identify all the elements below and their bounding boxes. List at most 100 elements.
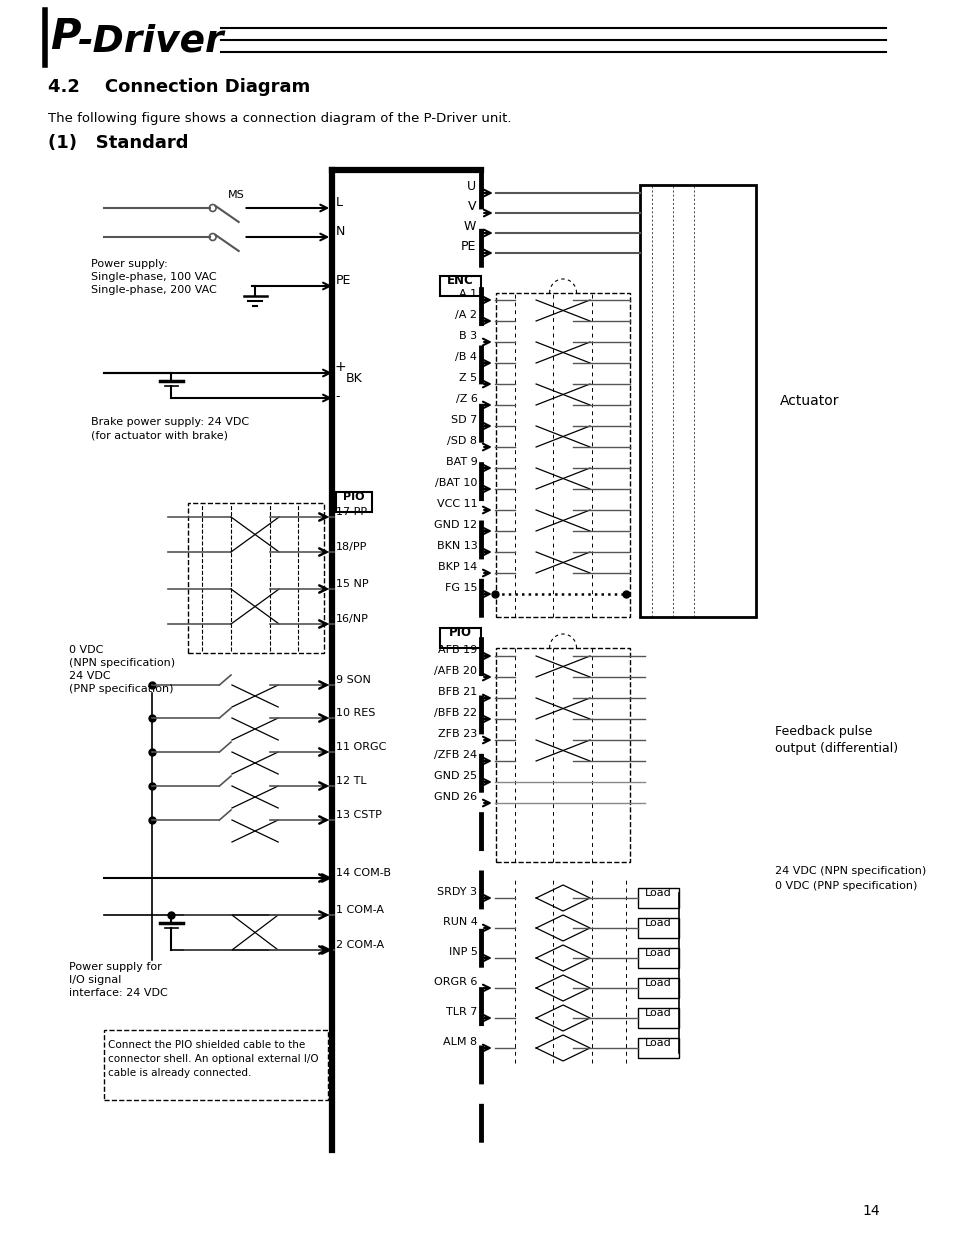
Text: 15 NP: 15 NP [335,579,368,589]
Text: /A 2: /A 2 [455,310,476,320]
Text: Load: Load [644,918,671,927]
Text: MS: MS [227,190,244,200]
Text: GND 12: GND 12 [434,520,476,530]
Bar [496,293,630,618]
Text: Load: Load [644,888,671,898]
Text: connector shell. An optional external I/O: connector shell. An optional external I/… [108,1053,318,1065]
Text: W: W [463,220,476,233]
Text: BKN 13: BKN 13 [436,541,476,551]
Text: 14: 14 [862,1204,879,1218]
Text: Power supply:: Power supply: [91,259,168,269]
Text: /B 4: /B 4 [455,352,476,362]
Text: GND 26: GND 26 [434,792,476,802]
Text: Load: Load [644,978,671,988]
Text: PE: PE [335,274,351,287]
Text: (NPN specification): (NPN specification) [70,658,175,668]
Text: 1 COM-A: 1 COM-A [335,905,383,915]
Text: 2 COM-A: 2 COM-A [335,940,384,950]
Text: +: + [335,359,346,374]
Text: 24 VDC (NPN specification): 24 VDC (NPN specification) [774,866,925,876]
Text: 4.2    Connection Diagram: 4.2 Connection Diagram [48,78,310,96]
Bar [496,648,630,862]
Text: Feedback pulse: Feedback pulse [774,725,871,739]
Text: ZFB 23: ZFB 23 [437,729,476,739]
Text: Load: Load [644,1037,671,1049]
Text: Brake power supply: 24 VDC: Brake power supply: 24 VDC [91,417,250,427]
Text: ORGR 6: ORGR 6 [434,977,476,987]
Text: /BAT 10: /BAT 10 [435,478,476,488]
Text: interface: 24 VDC: interface: 24 VDC [70,988,168,998]
Text: Load: Load [644,1008,671,1018]
Text: 0 VDC (PNP specification): 0 VDC (PNP specification) [774,881,916,890]
Text: TLR 7: TLR 7 [446,1007,476,1016]
Text: Actuator: Actuator [779,394,839,408]
Text: The following figure shows a connection diagram of the P-Driver unit.: The following figure shows a connection … [48,112,511,125]
Text: 17 PP: 17 PP [335,508,367,517]
Bar [638,1008,678,1028]
Text: Single-phase, 100 VAC: Single-phase, 100 VAC [91,272,217,282]
Text: 9 SON: 9 SON [335,676,371,685]
Text: 18/PP: 18/PP [335,542,367,552]
Text: 11 ORGC: 11 ORGC [335,742,386,752]
Text: VCC 11: VCC 11 [436,499,476,509]
Bar [638,888,678,908]
Bar [335,492,372,513]
Text: (for actuator with brake): (for actuator with brake) [91,430,228,440]
Text: P: P [50,16,80,58]
Bar [104,1030,328,1100]
Text: RUN 4: RUN 4 [442,918,476,927]
Bar [188,503,324,653]
Bar [638,1037,678,1058]
Text: 12 TL: 12 TL [335,776,366,785]
Text: BKP 14: BKP 14 [437,562,476,572]
Text: (1)   Standard: (1) Standard [48,135,189,152]
Text: SD 7: SD 7 [451,415,476,425]
Bar [638,948,678,968]
Text: cable is already connected.: cable is already connected. [108,1068,251,1078]
Text: Z 5: Z 5 [458,373,476,383]
Text: /AFB 20: /AFB 20 [434,666,476,676]
Bar [638,978,678,998]
Text: Connect the PIO shielded cable to the: Connect the PIO shielded cable to the [108,1040,305,1050]
Text: U: U [467,180,476,193]
Text: Power supply for: Power supply for [70,962,162,972]
Text: Single-phase, 200 VAC: Single-phase, 200 VAC [91,285,217,295]
Bar [439,275,480,296]
Text: 14 COM-B: 14 COM-B [335,868,391,878]
Text: -: - [335,390,339,403]
Text: 24 VDC: 24 VDC [70,671,111,680]
Text: BK: BK [345,372,362,385]
Text: /Z 6: /Z 6 [455,394,476,404]
Text: 0 VDC: 0 VDC [70,645,104,655]
Text: B 3: B 3 [458,331,476,341]
Text: BFB 21: BFB 21 [437,687,476,697]
Text: V: V [468,200,476,212]
Bar [639,185,755,618]
Bar [439,629,480,648]
Text: PIO: PIO [343,492,365,501]
Text: (PNP specification): (PNP specification) [70,684,173,694]
Text: N: N [335,225,345,238]
Text: BAT 9: BAT 9 [445,457,476,467]
Text: 10 RES: 10 RES [335,708,375,718]
Text: SRDY 3: SRDY 3 [436,887,476,897]
Text: Load: Load [644,948,671,958]
Text: /ZFB 24: /ZFB 24 [434,750,476,760]
Text: PIO: PIO [448,626,471,638]
Text: INP 5: INP 5 [448,947,476,957]
Text: GND 25: GND 25 [434,771,476,781]
Text: -Driver: -Driver [77,23,223,61]
Text: FG 15: FG 15 [444,583,476,593]
Bar [638,918,678,939]
Text: ENC: ENC [446,274,473,287]
Text: AFB 19: AFB 19 [437,645,476,655]
Text: PE: PE [460,240,476,253]
Text: ALM 8: ALM 8 [443,1037,476,1047]
Text: 16/NP: 16/NP [335,614,369,624]
Text: I/O signal: I/O signal [70,974,122,986]
Text: output (differential): output (differential) [774,742,897,755]
Text: A 1: A 1 [458,289,476,299]
Text: /BFB 22: /BFB 22 [434,708,476,718]
Text: 13 CSTP: 13 CSTP [335,810,381,820]
Text: L: L [335,196,342,209]
